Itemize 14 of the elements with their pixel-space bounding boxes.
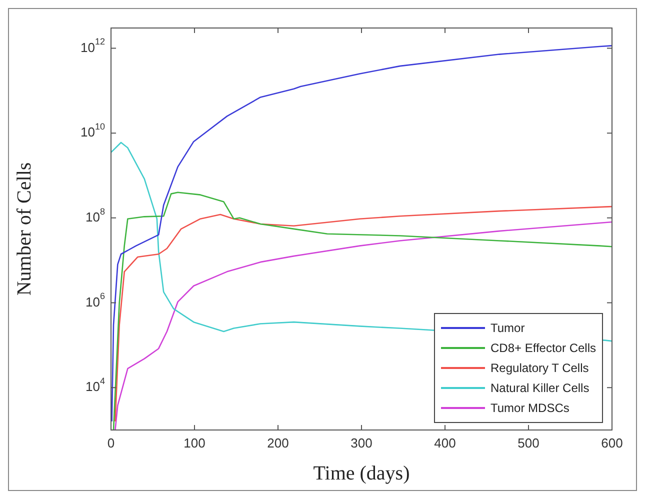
x-tick-label: 600: [601, 435, 623, 450]
x-tick-label: 400: [434, 435, 456, 450]
x-tick-label: 300: [350, 435, 372, 450]
x-tick-label: 100: [184, 435, 206, 450]
x-tick-label: 0: [107, 435, 115, 450]
legend-label: Regulatory T Cells: [490, 361, 589, 375]
legend-label: CD8+ Effector Cells: [490, 341, 596, 355]
x-tick-label: 200: [267, 435, 289, 450]
x-tick-label: 500: [518, 435, 540, 450]
y-axis-title: Number of Cells: [13, 162, 36, 296]
legend-label: Natural Killer Cells: [490, 381, 590, 395]
legend-label: Tumor: [490, 321, 525, 335]
legend-label: Tumor MDSCs: [490, 401, 570, 415]
x-axis-title: Time (days): [313, 462, 410, 484]
